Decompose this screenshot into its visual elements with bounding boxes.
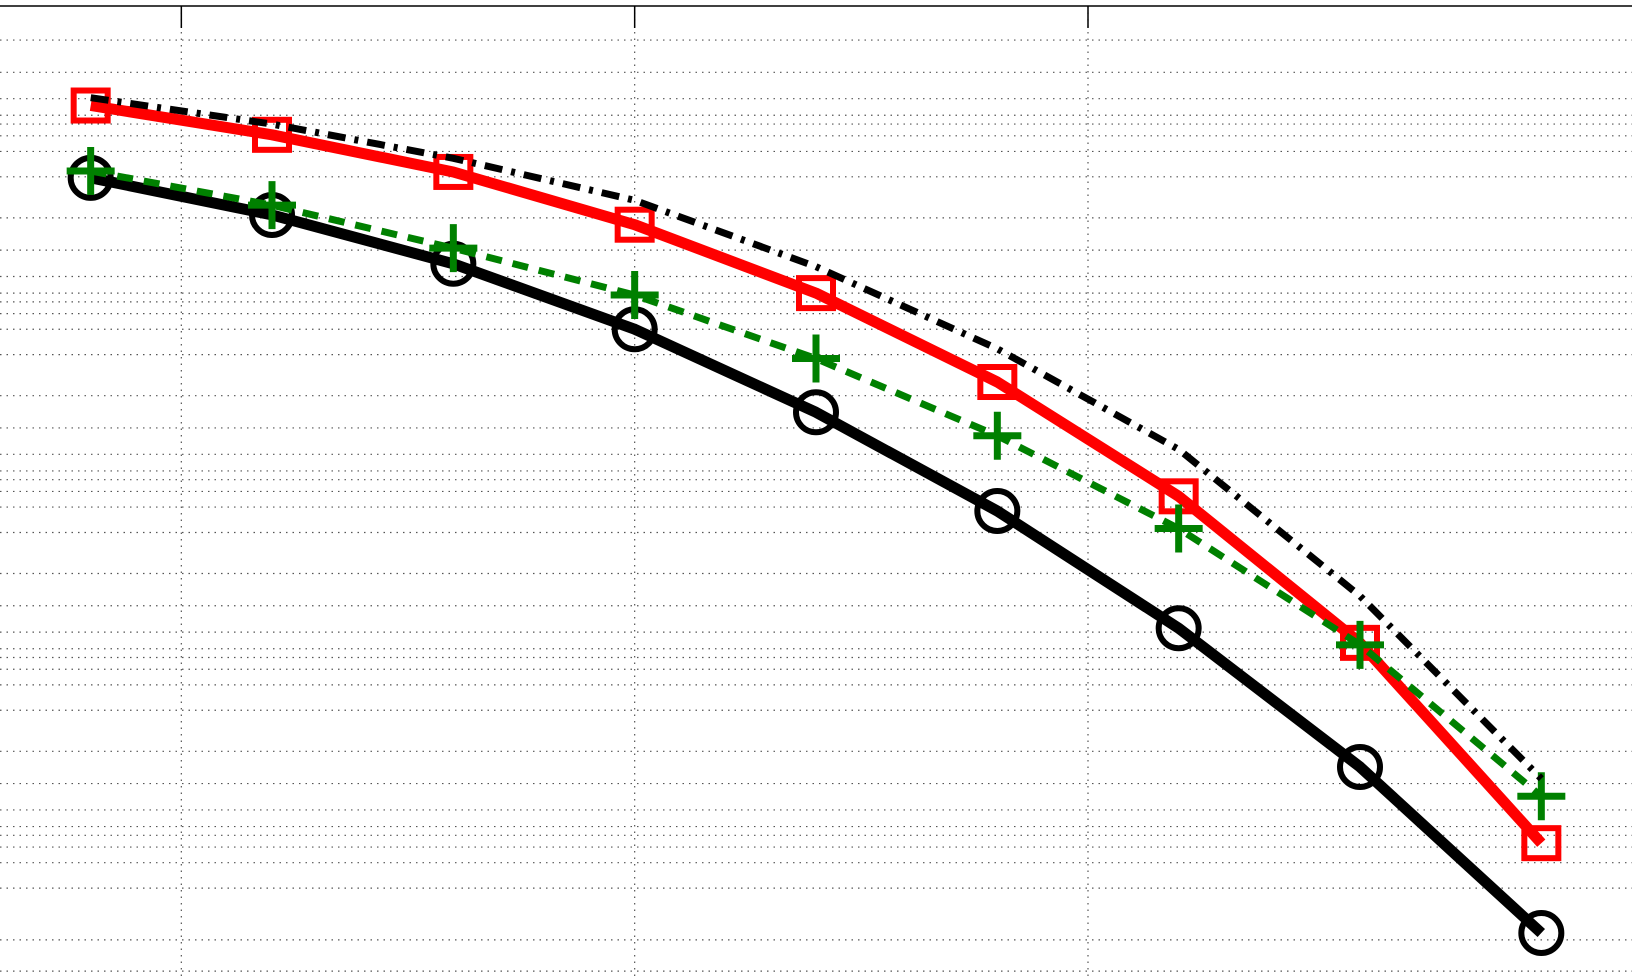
series-line	[90, 94, 1544, 782]
axes	[0, 5, 1632, 28]
data-point-plus	[792, 334, 840, 383]
series-3	[90, 94, 1544, 782]
data-point-circle	[1155, 605, 1202, 652]
data-point-plus	[1517, 772, 1566, 821]
data-point-plus	[66, 146, 115, 195]
data-point-square	[614, 206, 655, 243]
series-2	[66, 146, 1566, 821]
data-point-plus	[1336, 620, 1384, 669]
data-point-circle	[793, 389, 839, 436]
series-0	[67, 154, 1565, 957]
series-layer	[66, 87, 1566, 957]
data-point-plus	[610, 271, 659, 320]
data-point-plus	[1154, 504, 1203, 553]
data-point-plus	[973, 411, 1022, 460]
data-point-square	[70, 87, 111, 124]
series-line	[90, 167, 1544, 799]
series-line	[89, 100, 1546, 847]
data-point-square	[252, 116, 292, 153]
data-point-square	[796, 275, 836, 312]
data-point-plus	[248, 181, 296, 230]
data-point-plus	[429, 224, 478, 273]
data-point-square	[977, 364, 1018, 401]
data-point-square	[1521, 825, 1562, 862]
series-line	[89, 172, 1546, 938]
data-point-circle	[1337, 743, 1383, 790]
data-point-circle	[974, 487, 1021, 534]
data-point-circle	[1518, 910, 1565, 957]
